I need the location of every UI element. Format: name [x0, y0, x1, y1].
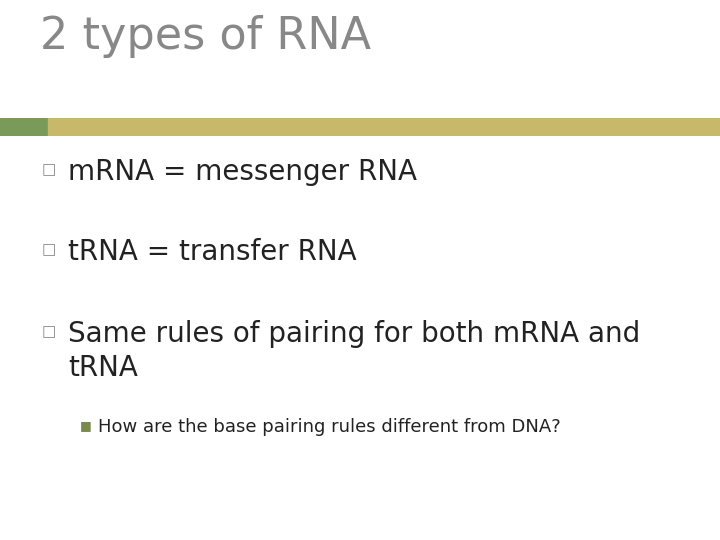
Text: □: □ [42, 242, 56, 258]
Text: ■: ■ [80, 420, 91, 433]
Text: □: □ [42, 325, 56, 340]
Text: 2 types of RNA: 2 types of RNA [40, 15, 371, 58]
Text: □: □ [42, 163, 56, 178]
Text: mRNA = messenger RNA: mRNA = messenger RNA [68, 158, 417, 186]
Text: Same rules of pairing for both mRNA and
tRNA: Same rules of pairing for both mRNA and … [68, 320, 640, 381]
Text: tRNA = transfer RNA: tRNA = transfer RNA [68, 238, 356, 266]
Text: How are the base pairing rules different from DNA?: How are the base pairing rules different… [98, 418, 561, 436]
Bar [0, 118, 48, 136]
